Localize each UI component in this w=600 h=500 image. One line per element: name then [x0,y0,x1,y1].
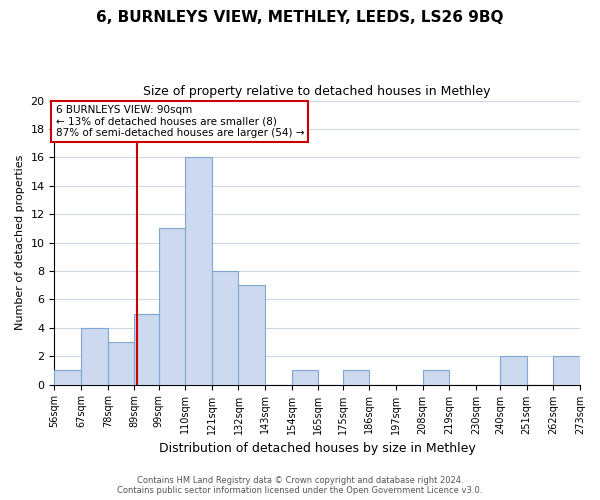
Y-axis label: Number of detached properties: Number of detached properties [15,155,25,330]
Bar [343,370,369,384]
Bar [185,158,212,384]
Text: 6 BURNLEYS VIEW: 90sqm
← 13% of detached houses are smaller (8)
87% of semi-deta: 6 BURNLEYS VIEW: 90sqm ← 13% of detached… [56,105,304,138]
Bar [238,285,265,384]
Bar [292,370,319,384]
Bar [81,328,107,384]
Text: Contains HM Land Registry data © Crown copyright and database right 2024.
Contai: Contains HM Land Registry data © Crown c… [118,476,482,495]
Bar [422,370,449,384]
X-axis label: Distribution of detached houses by size in Methley: Distribution of detached houses by size … [159,442,476,455]
Bar [553,356,580,384]
Bar [55,370,81,384]
Bar [107,342,134,384]
Bar [134,314,158,384]
Title: Size of property relative to detached houses in Methley: Size of property relative to detached ho… [143,85,491,98]
Bar [158,228,185,384]
Text: 6, BURNLEYS VIEW, METHLEY, LEEDS, LS26 9BQ: 6, BURNLEYS VIEW, METHLEY, LEEDS, LS26 9… [96,10,504,25]
Bar [212,271,238,384]
Bar [500,356,527,384]
